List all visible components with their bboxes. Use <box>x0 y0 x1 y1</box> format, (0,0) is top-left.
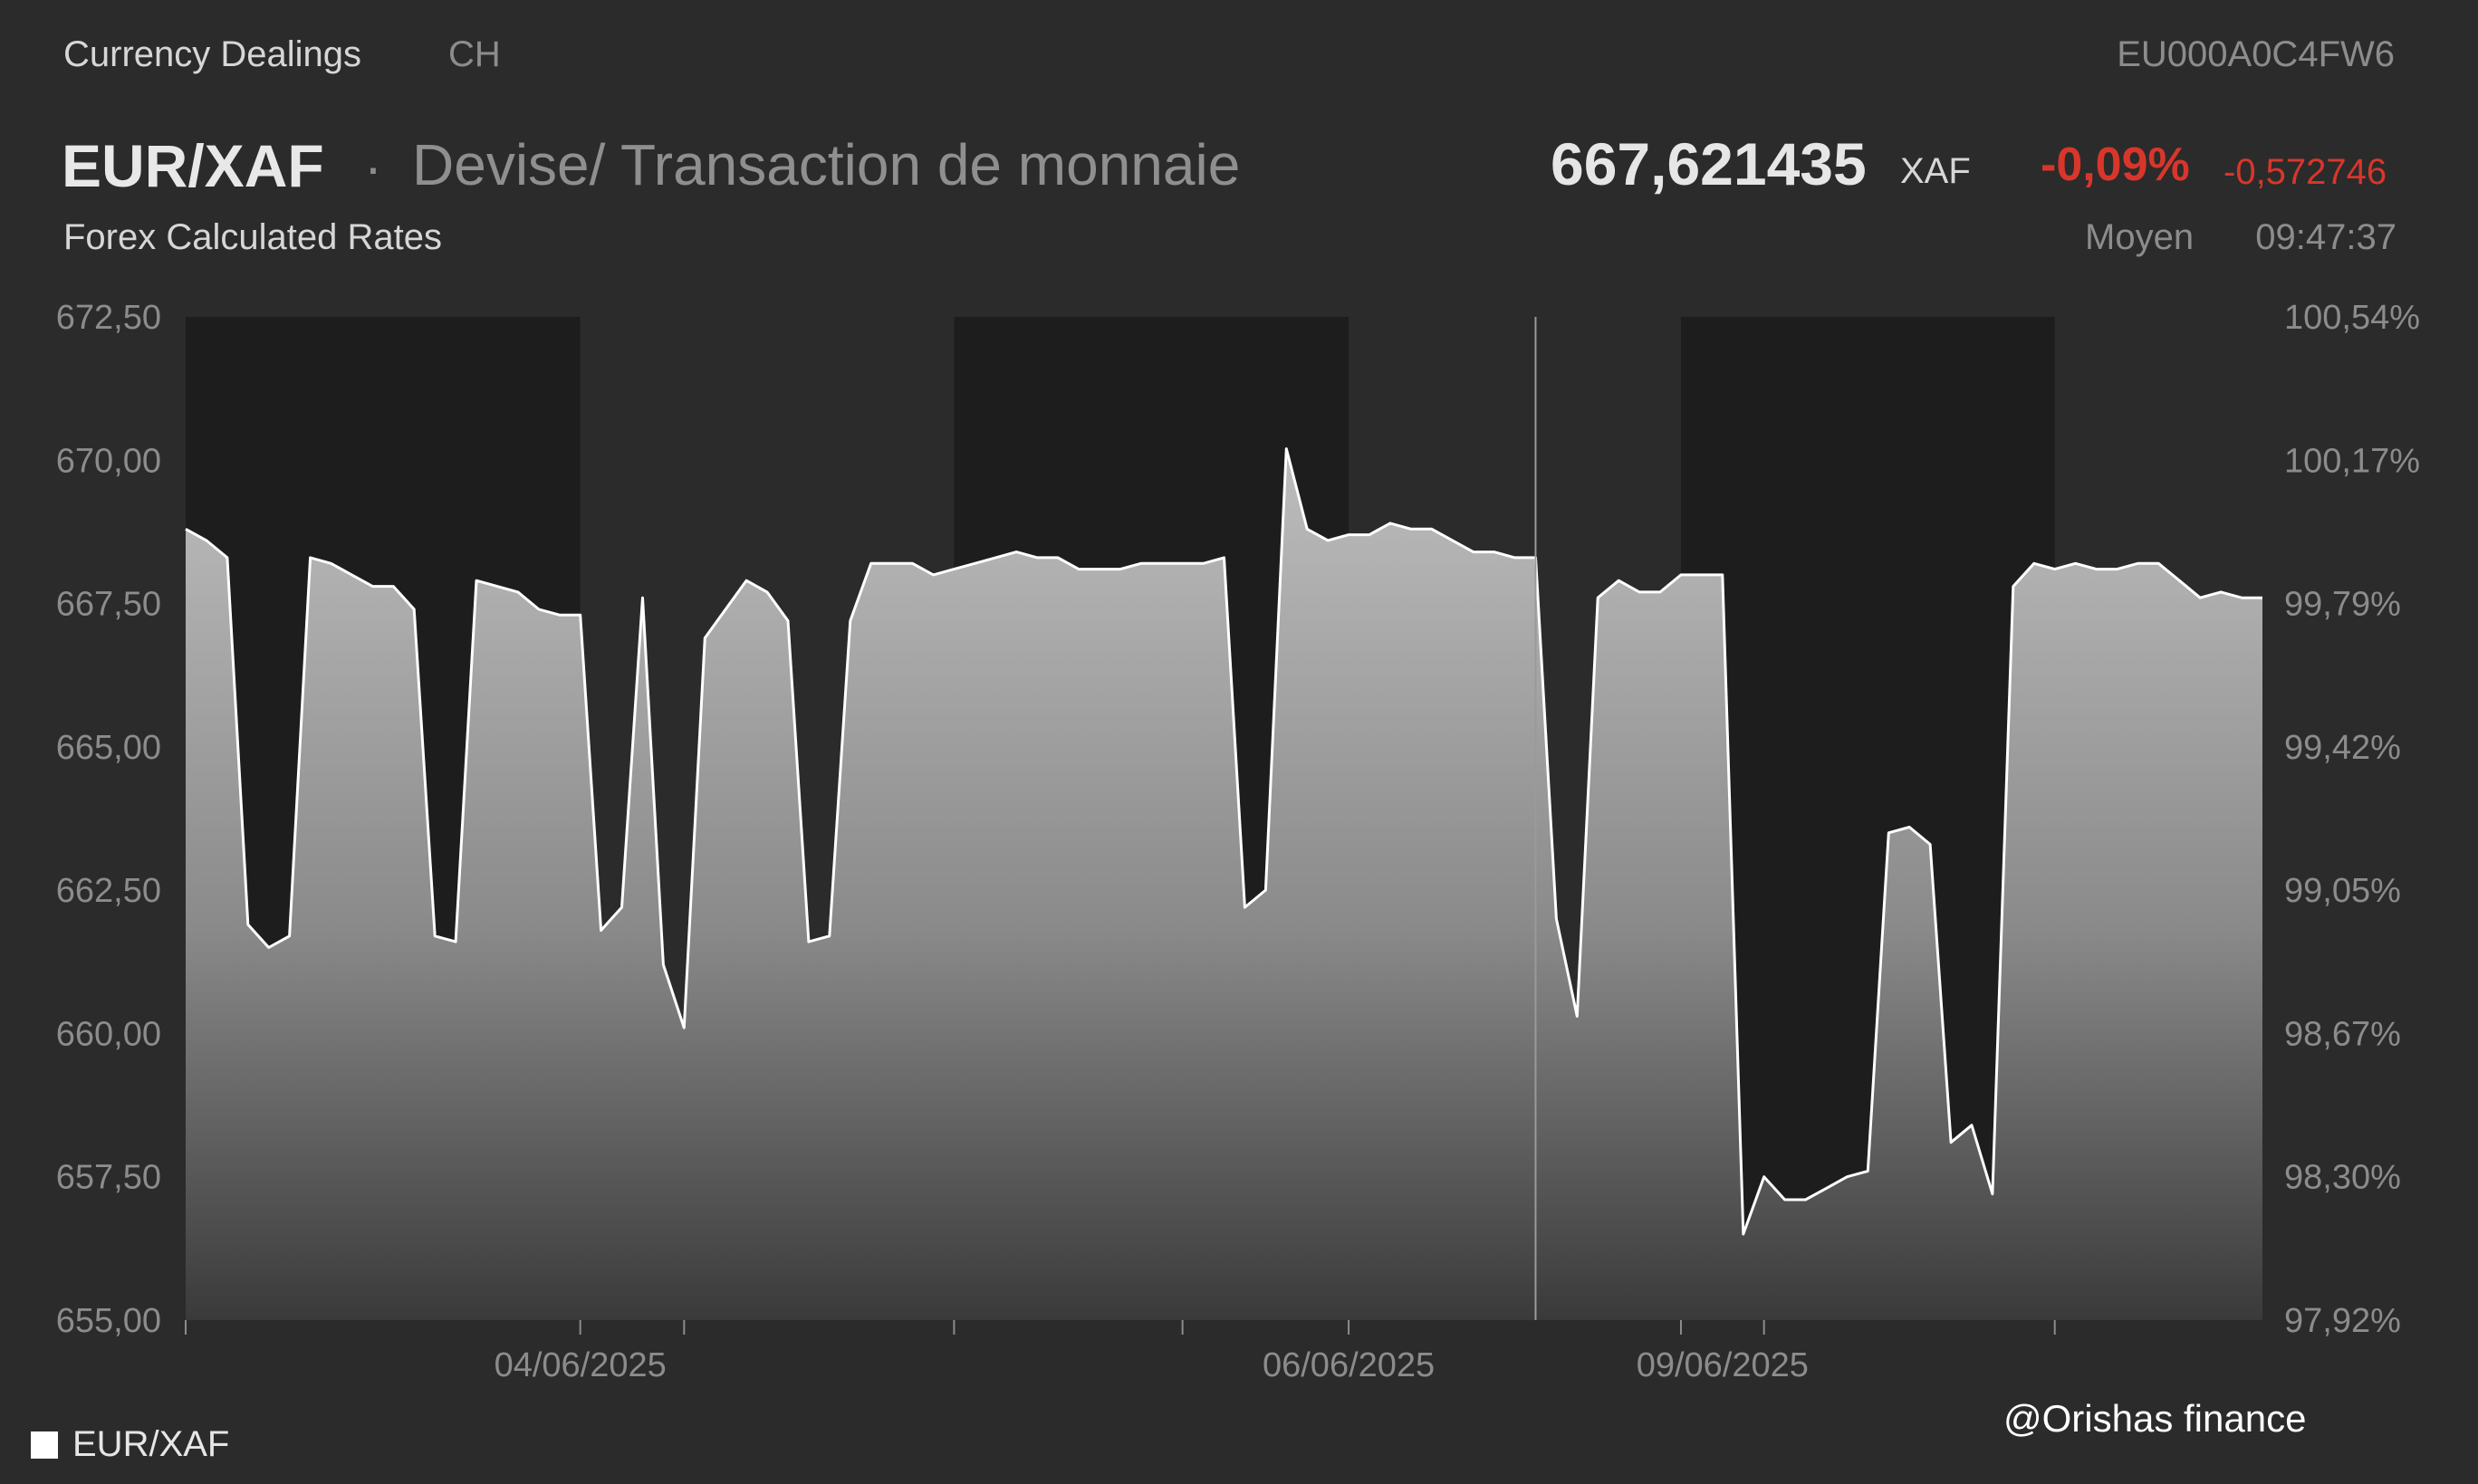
change-absolute: -0,572746 <box>2223 152 2387 192</box>
exchange-code: CH <box>448 34 501 74</box>
y2-tick-label: 97,92% <box>2284 1302 2401 1340</box>
y-tick-label: 665,00 <box>56 729 161 767</box>
y2-tick-label: 99,42% <box>2284 729 2401 767</box>
y2-tick-label: 100,54% <box>2284 299 2420 337</box>
y-tick-label: 667,50 <box>56 586 161 624</box>
legend-swatch <box>31 1431 58 1459</box>
y-tick-label: 672,50 <box>56 299 161 337</box>
isin-code: EU000A0C4FW6 <box>2117 34 2395 74</box>
series-area <box>186 448 2262 1321</box>
instrument-description: Devise/ Transaction de monnaie <box>412 132 1241 197</box>
rate-source-subtitle: Forex Calculated Rates <box>63 217 442 257</box>
chart-legend: EUR/XAF <box>31 1424 229 1465</box>
y-tick-label: 657,50 <box>56 1159 161 1197</box>
y2-tick-label: 98,30% <box>2284 1159 2401 1197</box>
y2-tick-label: 98,67% <box>2284 1015 2401 1053</box>
change-percent: -0,09% <box>2041 139 2190 191</box>
section-title: Currency Dealings <box>63 34 362 74</box>
quote-time: 09:47:37 <box>2255 217 2396 257</box>
y2-tick-label: 99,05% <box>2284 872 2401 910</box>
x-tick-label: 04/06/2025 <box>495 1346 667 1384</box>
watermark: @Orishas finance <box>2003 1397 2307 1440</box>
price-unit: XAF <box>1900 151 1971 191</box>
legend-label: EUR/XAF <box>72 1424 230 1464</box>
y-tick-label: 660,00 <box>56 1015 161 1053</box>
x-tick-label: 09/06/2025 <box>1637 1346 1809 1384</box>
title-separator: · <box>364 137 382 197</box>
y-tick-label: 662,50 <box>56 872 161 910</box>
y-tick-label: 655,00 <box>56 1302 161 1340</box>
last-price: 667,621435 <box>1551 130 1867 197</box>
currency-pair-title: EUR/XAF <box>62 132 324 199</box>
y2-tick-label: 99,79% <box>2284 586 2401 624</box>
x-tick-label: 06/06/2025 <box>1263 1346 1435 1384</box>
quote-type: Moyen <box>2085 217 2195 257</box>
y2-tick-label: 100,17% <box>2284 442 2420 480</box>
y-tick-label: 670,00 <box>56 442 161 480</box>
